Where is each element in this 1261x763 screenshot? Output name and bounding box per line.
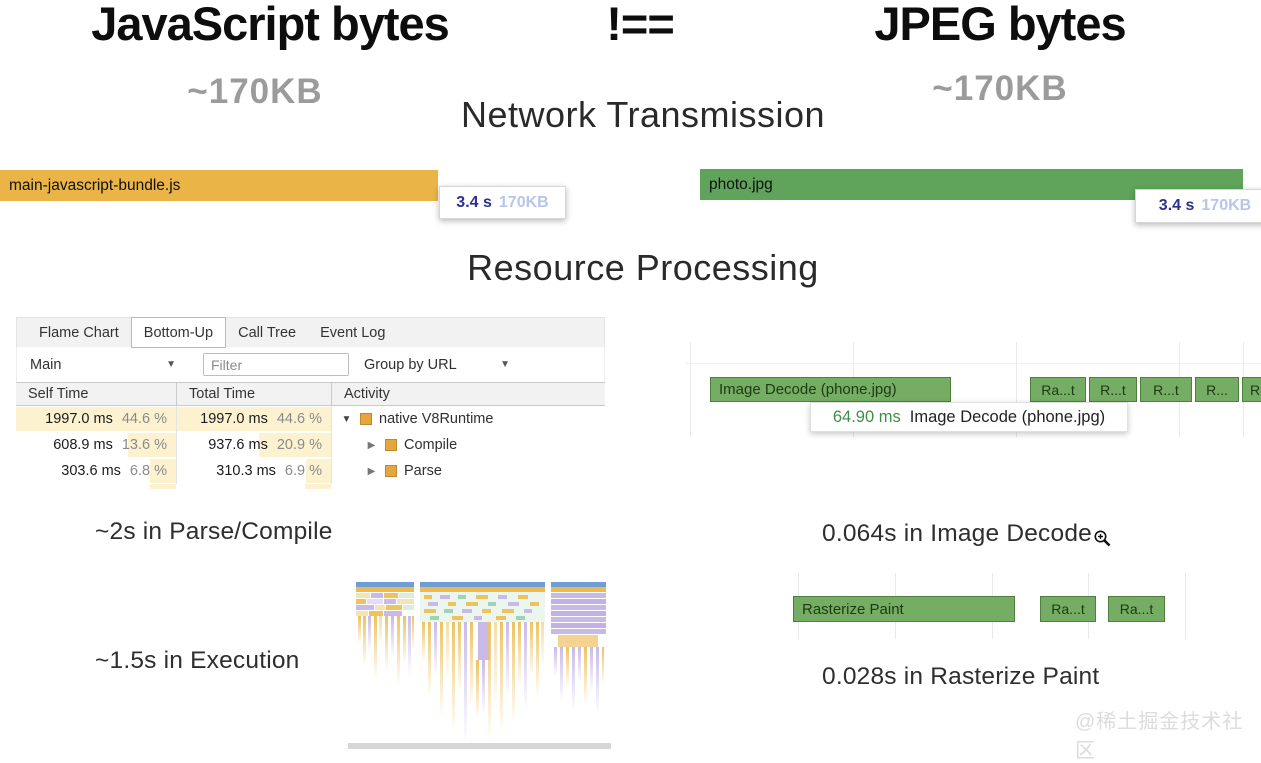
- decode-tooltip-label: Image Decode (phone.jpg): [909, 407, 1106, 426]
- total-time-value: 310.3 ms: [216, 463, 276, 479]
- rasterize-small-bar[interactable]: R...t: [1140, 377, 1192, 402]
- chevron-down-icon: ▼: [166, 359, 176, 370]
- headline-comparator: !==: [606, 0, 675, 50]
- column-activity[interactable]: Activity: [331, 383, 605, 405]
- headline-javascript-bytes: JavaScript bytes: [91, 0, 450, 50]
- self-time-pct: 44.6 %: [121, 411, 167, 427]
- table-row[interactable]: 303.6 ms 6.8 % 310.3 ms 6.9 % ▶ Parse: [16, 458, 605, 484]
- scripting-swatch-icon: [385, 439, 397, 451]
- scripting-swatch-icon: [385, 465, 397, 477]
- next-row-highlight-fragment: [150, 484, 176, 489]
- table-header: Self Time Total Time Activity: [16, 382, 605, 406]
- network-transmission-title: Network Transmission: [460, 94, 826, 135]
- activity-label: Compile: [404, 437, 458, 453]
- total-time-pct: 44.6 %: [276, 411, 322, 427]
- self-time-value: 303.6 ms: [61, 463, 121, 479]
- decode-time-value: 64.90 ms: [832, 407, 901, 426]
- image-decode-bar[interactable]: Image Decode (phone.jpg): [710, 377, 951, 402]
- column-total-time[interactable]: Total Time: [176, 383, 331, 405]
- devtools-toolbar: Main ▼ Group by URL ▼: [16, 347, 605, 382]
- tab-flame-chart[interactable]: Flame Chart: [39, 324, 119, 341]
- rasterize-small-bar[interactable]: Ra...t: [1040, 596, 1096, 622]
- image-decode-annotation-row: 0.064s in Image Decode: [822, 520, 1112, 553]
- jpeg-size-label: ~170KB: [932, 69, 1068, 108]
- total-time-value: 937.6 ms: [208, 437, 268, 453]
- gridline: [690, 342, 691, 437]
- image-decode-tooltip: 64.90 ms Image Decode (phone.jpg): [810, 402, 1128, 432]
- self-time-pct: 13.6 %: [121, 437, 167, 453]
- table-row[interactable]: 608.9 ms 13.6 % 937.6 ms 20.9 % ▶ Compil…: [16, 432, 605, 458]
- zoom-in-cursor-icon: [1093, 529, 1112, 553]
- thread-select-value: Main: [30, 356, 62, 373]
- tab-bottom-up[interactable]: Bottom-Up: [130, 317, 227, 348]
- self-time-value: 1997.0 ms: [45, 411, 113, 427]
- scripting-swatch-icon: [360, 413, 372, 425]
- group-by-select[interactable]: Group by URL ▼: [364, 357, 516, 373]
- chevron-down-icon: ▼: [500, 359, 510, 370]
- activity-label: native V8Runtime: [379, 411, 494, 427]
- table-row[interactable]: 1997.0 ms 44.6 % 1997.0 ms 44.6 % ▼ nati…: [16, 406, 605, 432]
- js-bar-label: main-javascript-bundle.js: [9, 176, 181, 194]
- gridline: [1185, 573, 1186, 639]
- self-time-pct: 6.8 %: [129, 463, 167, 479]
- js-network-tooltip: 3.4 s 170KB: [439, 186, 566, 219]
- tab-event-log[interactable]: Event Log: [320, 324, 386, 341]
- rasterize-paint-bar-label: Rasterize Paint: [802, 600, 904, 618]
- js-size-label: ~170KB: [187, 72, 323, 111]
- rasterize-small-bar[interactable]: R: [1242, 377, 1261, 402]
- tab-call-tree[interactable]: Call Tree: [238, 324, 297, 341]
- column-self-time[interactable]: Self Time: [28, 386, 89, 402]
- total-time-value: 1997.0 ms: [200, 411, 268, 427]
- total-time-pct: 20.9 %: [276, 437, 322, 453]
- activity-label: Parse: [404, 463, 442, 479]
- image-decode-annotation: 0.064s in Image Decode: [822, 520, 1092, 547]
- thread-select[interactable]: Main ▼: [30, 357, 190, 373]
- triangle-expanded-icon[interactable]: ▼: [341, 413, 352, 425]
- rasterize-small-bar[interactable]: R...: [1195, 377, 1239, 402]
- headline-jpeg-bytes: JPEG bytes: [874, 0, 1126, 50]
- gridline: [1016, 342, 1017, 437]
- next-row-highlight-fragment: [305, 484, 331, 489]
- jpeg-size: 170KB: [1201, 197, 1252, 214]
- js-time: 3.4 s: [456, 193, 492, 211]
- self-time-value: 608.9 ms: [53, 437, 113, 453]
- devtools-tab-bar: Flame Chart Bottom-Up Call Tree Event Lo…: [16, 317, 605, 348]
- execution-annotation: ~1.5s in Execution: [95, 647, 300, 674]
- resource-processing-title: Resource Processing: [467, 247, 819, 288]
- total-time-pct: 6.9 %: [284, 463, 322, 479]
- jpeg-time: 3.4 s: [1158, 197, 1195, 214]
- jpeg-bar-label: photo.jpg: [709, 175, 773, 193]
- flame-chart-thumbnail: [348, 582, 611, 749]
- js-size: 170KB: [498, 193, 549, 211]
- rasterize-small-bar[interactable]: R...t: [1089, 377, 1137, 402]
- rasterize-paint-bar[interactable]: Rasterize Paint: [793, 596, 1015, 622]
- devtools-panel: Flame Chart Bottom-Up Call Tree Event Lo…: [16, 317, 605, 489]
- rasterize-annotation: 0.028s in Rasterize Paint: [822, 663, 1100, 690]
- jpeg-network-tooltip: 3.4 s 170KB: [1135, 189, 1261, 223]
- group-by-select-value: Group by URL: [364, 356, 457, 373]
- js-network-bar[interactable]: main-javascript-bundle.js: [0, 170, 438, 201]
- triangle-collapsed-icon[interactable]: ▶: [367, 439, 376, 451]
- filter-input[interactable]: [203, 353, 349, 376]
- watermark: @稀土掘金技术社区: [1075, 711, 1244, 762]
- ruler-line: [685, 363, 1261, 364]
- rasterize-small-bar[interactable]: Ra...t: [1108, 596, 1165, 622]
- image-decode-bar-label: Image Decode (phone.jpg): [719, 381, 897, 398]
- rasterize-small-bar[interactable]: Ra...t: [1030, 377, 1086, 402]
- triangle-collapsed-icon[interactable]: ▶: [367, 465, 376, 477]
- parse-compile-annotation: ~2s in Parse/Compile: [95, 518, 333, 545]
